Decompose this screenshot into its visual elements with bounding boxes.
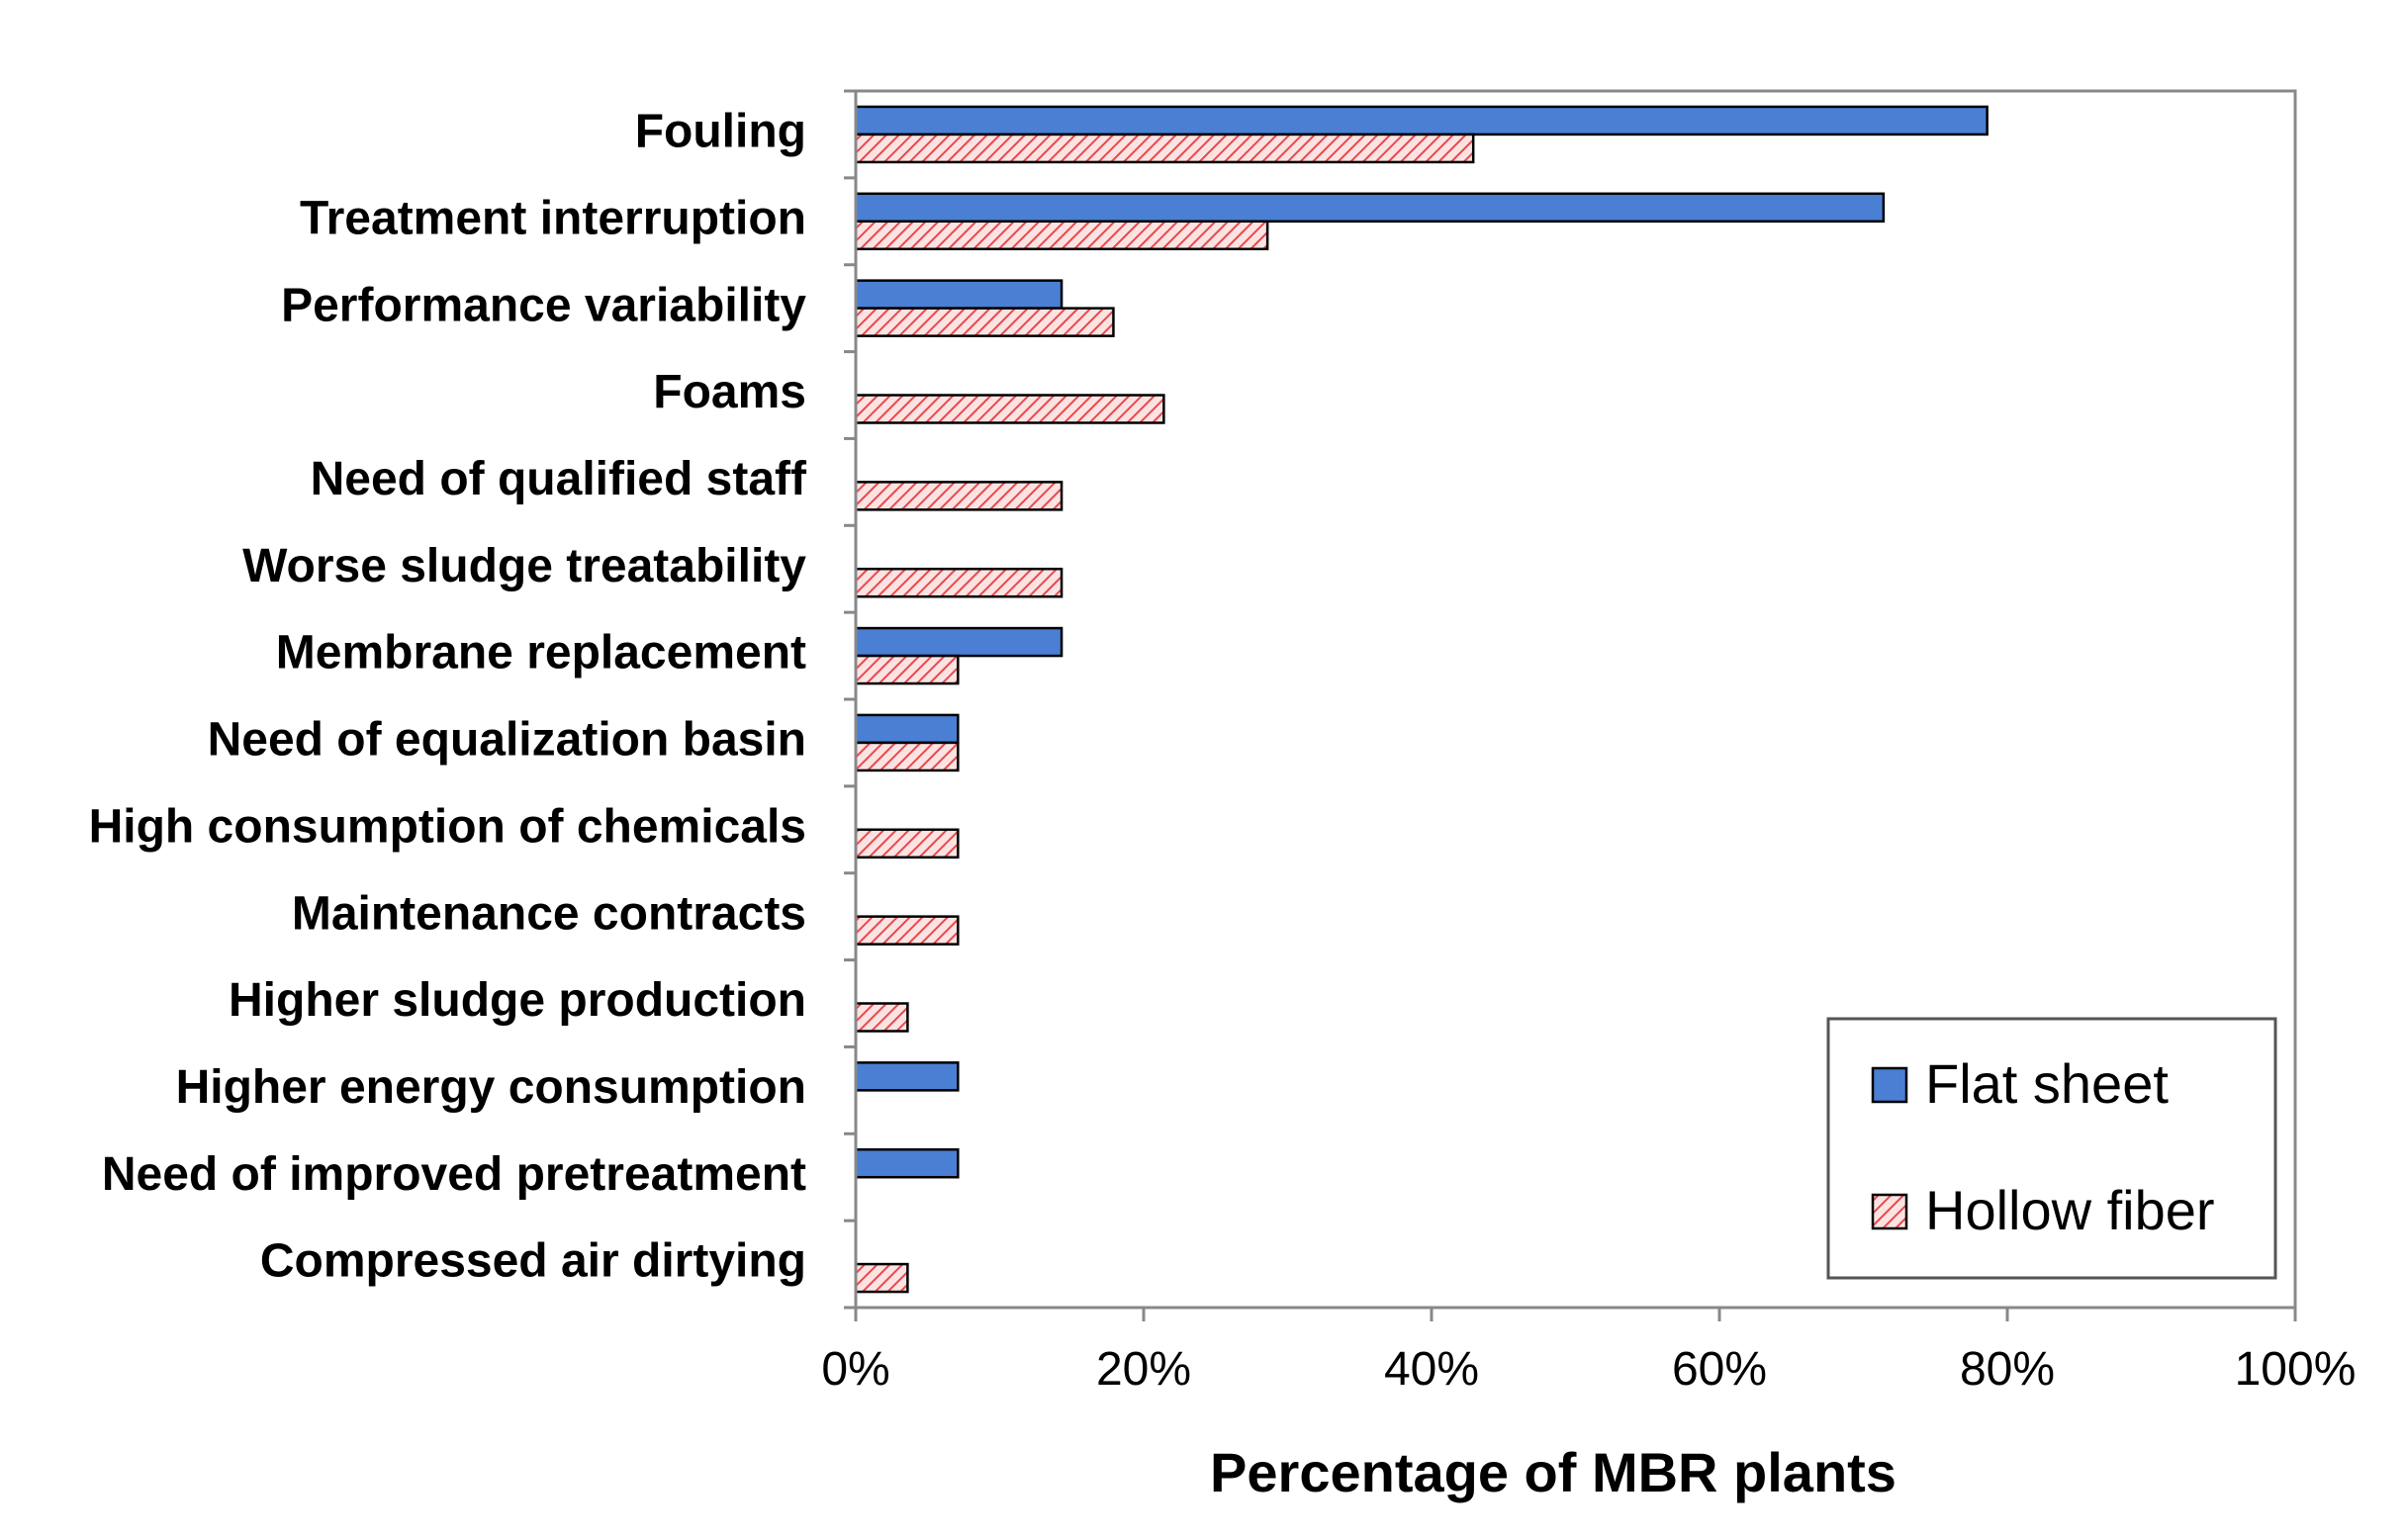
- category-label-need-of-equalization-basin: Need of equalization basin: [208, 714, 806, 767]
- x-tick-label-80: 80%: [1960, 1343, 2055, 1396]
- bar-hollow-fiber-treatment-interruption: [854, 220, 1269, 251]
- bar-hollow-fiber-high-consumption-of-chemicals: [854, 828, 960, 860]
- bar-hollow-fiber-need-of-equalization-basin: [854, 741, 960, 772]
- legend-label-hollow-fiber: Hollow fiber: [1925, 1179, 2215, 1241]
- bar-hollow-fiber-performance-variability: [854, 307, 1115, 337]
- category-label-treatment-interruption: Treatment interruption: [300, 192, 806, 244]
- bar-hollow-fiber-compressed-air-dirtying: [854, 1262, 909, 1294]
- legend-swatch-flat-sheet: [1871, 1066, 1908, 1104]
- bar-hollow-fiber-higher-sludge-production: [854, 1002, 909, 1033]
- legend-label-flat-sheet: Flat sheet: [1925, 1052, 2169, 1115]
- bar-hollow-fiber-maintenance-contracts: [854, 915, 960, 946]
- category-label-high-consumption-of-chemicals: High consumption of chemicals: [89, 800, 806, 853]
- bar-flat-sheet-fouling: [854, 105, 1989, 136]
- bar-flat-sheet-treatment-interruption: [854, 192, 1886, 224]
- x-axis: 0% 20% 40% 60% 80% 100%: [821, 1306, 2357, 1396]
- category-label-compressed-air-dirtying: Compressed air dirtying: [260, 1235, 806, 1288]
- bar-hollow-fiber-need-of-qualified-staff: [854, 481, 1064, 511]
- category-label-performance-variability: Performance variability: [281, 279, 806, 331]
- bar-flat-sheet-performance-variability: [854, 279, 1064, 310]
- category-label-worse-sludge-treatability: Worse sludge treatability: [242, 540, 806, 592]
- bar-flat-sheet-need-of-equalization-basin: [854, 713, 960, 745]
- legend-box: [1826, 1017, 2277, 1280]
- bar-flat-sheet-need-of-improved-pretreatment: [854, 1147, 960, 1179]
- x-axis-title: Percentage of MBR plants: [1210, 1441, 1897, 1503]
- category-label-higher-energy-consumption: Higher energy consumption: [176, 1061, 806, 1114]
- bar-flat-sheet-higher-energy-consumption: [854, 1061, 960, 1092]
- legend: Flat sheet Hollow fiber: [1826, 1017, 2277, 1280]
- category-label-membrane-replacement: Membrane replacement: [276, 627, 806, 679]
- bar-hollow-fiber-worse-sludge-treatability: [854, 567, 1064, 598]
- y-axis: Fouling Treatment interruption Performance…: [89, 89, 858, 1310]
- bar-flat-sheet-membrane-replacement: [854, 626, 1064, 658]
- x-tick-label-100: 100%: [2235, 1343, 2357, 1396]
- category-label-fouling: Fouling: [635, 106, 806, 158]
- x-tick-label-40: 40%: [1384, 1343, 1479, 1396]
- category-label-foams: Foams: [653, 366, 806, 418]
- category-label-need-of-improved-pretreatment: Need of improved pretreatment: [102, 1148, 806, 1201]
- category-label-maintenance-contracts: Maintenance contracts: [292, 887, 806, 940]
- bar-hollow-fiber-fouling: [854, 133, 1475, 164]
- x-tick-label-60: 60%: [1672, 1343, 1767, 1396]
- bars-layer: [854, 105, 1989, 1294]
- bar-hollow-fiber-foams: [854, 394, 1165, 424]
- category-label-higher-sludge-production: Higher sludge production: [229, 974, 806, 1027]
- x-tick-label-0: 0%: [821, 1343, 889, 1396]
- bar-hollow-fiber-membrane-replacement: [854, 654, 960, 685]
- legend-swatch-hollow-fiber: [1871, 1193, 1908, 1230]
- x-tick-label-20: 20%: [1096, 1343, 1191, 1396]
- category-label-need-of-qualified-staff: Need of qualified staff: [311, 453, 807, 505]
